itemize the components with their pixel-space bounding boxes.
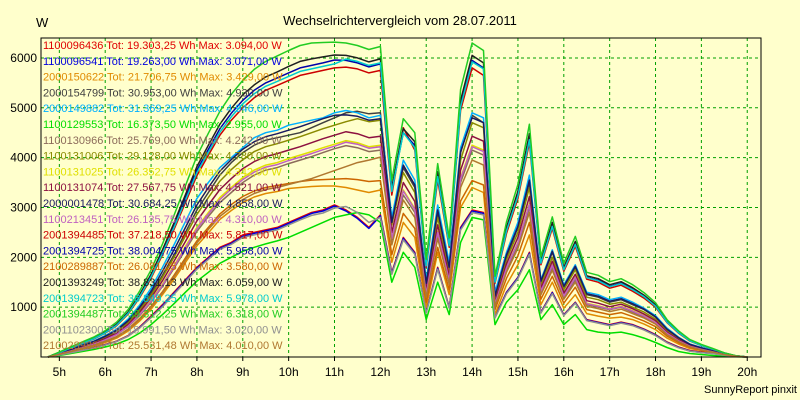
series-line-2001394723 [47,58,748,358]
x-tick-label: 5h [53,365,66,379]
y-tick-label: 1000 [10,300,37,314]
x-tick-label: 16h [554,365,574,379]
series-line-1100131006 [47,117,748,358]
legend-entry-2001102300: 2001102300 Tot: 18.991,50 Wh Max: 3.020,… [43,324,282,336]
axes: 1000 2000 3000 4000 5000 6000 5h 6h 7h 8h 9h 10h 11h… [10,51,757,379]
legend-entry-2001394487: 2001394487 Tot: 39.312,25 Wh Max: 6.318,… [43,309,283,321]
x-tick-label: 19h [691,365,711,379]
x-tick-label: 12h [370,365,390,379]
x-tick-label: 15h [508,365,528,379]
x-tick-label: 10h [279,365,299,379]
legend-entry-2100289887: 2100289887 Tot: 26.081,25 Wh Max: 3.580,… [43,261,283,273]
series-line-2100289888 [47,156,748,358]
x-tick-label: 14h [462,365,482,379]
x-tick-label: 20h [737,365,757,379]
series-line-2001394487 [47,41,748,358]
y-tick-label: 2000 [10,250,37,264]
y-tick-label: 4000 [10,151,37,165]
legend-entry-2001394725: 2001394725 Tot: 38.004,75 Wh Max: 5.958,… [43,245,283,257]
series-lines [47,41,748,358]
legend: 1100096436 Tot: 19.303,25 Wh Max: 3.094,… [43,40,283,352]
legend-entry-2001394485: 2001394485 Tot: 37.218,50 Wh Max: 5.817,… [43,230,283,242]
series-line-2000001478 [47,114,748,358]
series-line-2001393249 [47,54,748,358]
series-line-2001102300 [47,205,748,358]
legend-entry-1100213451: 1100213451 Tot: 26.135,75 Wh Max: 4.310,… [43,214,282,226]
footer-credit: SunnyReport pinxit [704,384,797,396]
legend-entry-2000154799: 2000154799 Tot: 30.953,00 Wh Max: 4.930,… [43,87,283,99]
series-line-2000150622 [47,185,748,358]
legend-entry-1100130966: 1100130966 Tot: 25.769,00 Wh Max: 4.242,… [43,135,282,147]
legend-entry-1100131074: 1100131074 Tot: 27.567,75 Wh Max: 4.521,… [43,182,282,194]
legend-entry-1100131025: 1100131025 Tot: 26.352,75 Wh Max: 4.342,… [43,166,282,178]
x-tick-label: 8h [190,365,203,379]
y-tick-label: 6000 [10,51,37,65]
legend-entry-2000149882: 2000149882 Tot: 31.369,25 Wh Max: 4.946,… [43,103,283,115]
series-line-1100213451 [47,141,748,358]
y-axis-label: W [36,15,49,30]
x-tick-label: 13h [416,365,436,379]
series-line-1100131074 [47,130,748,358]
series-line-2000149882 [47,109,748,358]
x-tick-label: 7h [144,365,157,379]
chart-title: Wechselrichtervergleich vom 28.07.2011 [283,13,517,28]
legend-entry-1100129553: 1100129553 Tot: 16.373,50 Wh Max: 2.955,… [43,119,282,131]
legend-entry-1100131006: 1100131006 Tot: 29.128,00 Wh Max: 4.780,… [43,151,282,163]
legend-entry-2100289888: 2100289888 Tot: 25.531,48 Wh Max: 4.010,… [43,340,283,352]
y-tick-label: 3000 [10,200,37,214]
legend-entry-1100096436: 1100096436 Tot: 19.303,25 Wh Max: 3.094,… [43,40,282,52]
legend-entry-2000001478: 2000001478 Tot: 30.684,25 Wh Max: 4.858,… [43,198,283,210]
x-tick-label: 18h [646,365,666,379]
plot-frame [40,37,762,358]
y-tick-label: 5000 [10,101,37,115]
legend-entry-1100096541: 1100096541 Tot: 19.263,00 Wh Max: 3.071,… [43,56,282,68]
legend-entry-2001394723: 2001394723 Tot: 36.849,25 Wh Max: 5.978,… [43,293,283,305]
x-tick-label: 17h [600,365,620,379]
legend-entry-2001393249: 2001393249 Tot: 38.831,13 Wh Max: 6.059,… [43,277,283,289]
legend-entry-2000150622: 2000150622 Tot: 21.706,75 Wh Max: 3.429,… [43,72,283,84]
x-tick-label: 11h [325,365,344,379]
x-tick-label: 6h [99,365,112,379]
series-line-1100129553 [47,211,748,358]
x-tick-label: 9h [236,365,249,379]
